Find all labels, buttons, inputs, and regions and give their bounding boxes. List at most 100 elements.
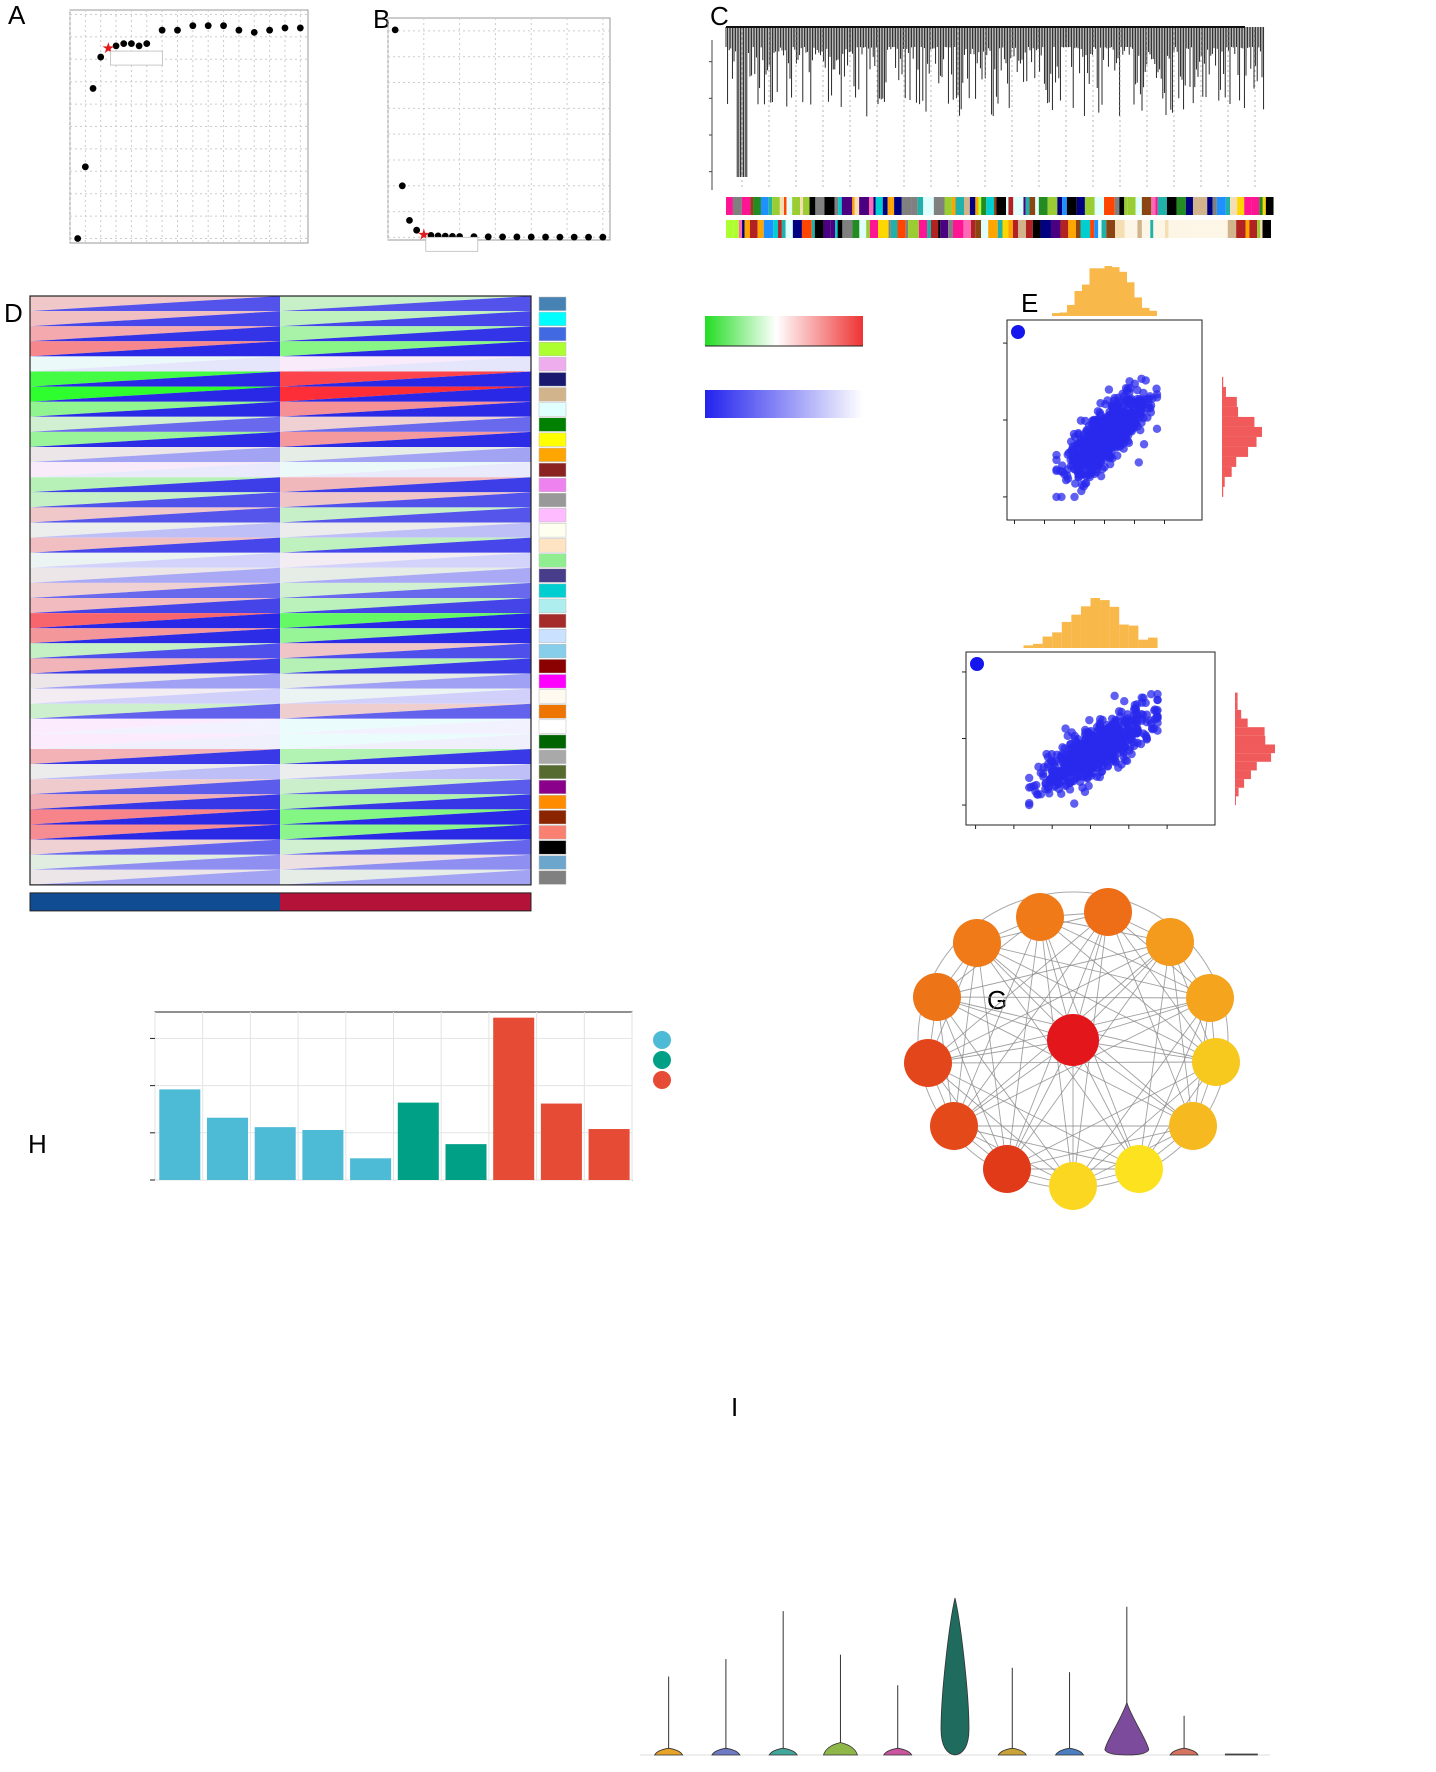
network-node	[1016, 893, 1064, 941]
color-bar-segment	[1234, 220, 1237, 238]
marginal-y-bar	[1235, 701, 1238, 710]
violin-shape	[997, 1747, 1027, 1756]
heatmap-cell-pvalue	[30, 416, 280, 432]
data-point	[1090, 445, 1099, 454]
module-color-swatch	[538, 462, 567, 477]
color-bar-segment	[830, 220, 836, 238]
bar	[206, 1117, 249, 1180]
heatmap-cell-correlation	[280, 311, 531, 327]
heatmap-cell-correlation	[280, 386, 531, 402]
data-point	[1130, 379, 1139, 389]
color-bar-segment	[894, 197, 902, 215]
violin-shape	[940, 1597, 970, 1756]
color-bar-segment	[908, 220, 919, 238]
color-bar-segment	[948, 220, 953, 238]
heatmap-cell-pvalue	[280, 431, 531, 447]
module-color-swatch	[538, 583, 567, 598]
module-color-swatch	[538, 764, 567, 779]
marginal-x-bar	[1090, 598, 1101, 648]
legend-marker	[653, 1051, 671, 1069]
data-point	[1085, 715, 1094, 725]
color-bar-segment	[882, 197, 888, 215]
data-point	[1066, 752, 1076, 762]
network-edge	[976, 942, 1008, 1170]
heatmap-cell-pvalue	[30, 598, 280, 614]
module-color-swatch	[538, 447, 567, 462]
data-point	[1110, 691, 1119, 701]
data-point	[1095, 408, 1105, 417]
data-point	[1125, 412, 1134, 421]
marginal-x-bar	[1061, 621, 1072, 648]
data-point	[97, 53, 105, 61]
violin-shape	[1054, 1747, 1085, 1756]
color-bar-segment	[1068, 220, 1076, 238]
marginal-x-bar	[1119, 624, 1129, 648]
data-point	[1152, 712, 1161, 722]
module-color-swatch	[538, 296, 567, 311]
marginal-x-bar	[1149, 310, 1157, 316]
marginal-x-bar	[1147, 637, 1158, 648]
color-bar-segment	[1104, 197, 1115, 215]
network-edge	[1169, 941, 1194, 1127]
color-bar-segment	[1023, 197, 1026, 215]
network-edge	[953, 916, 1041, 1127]
heatmap-cell-correlation	[280, 582, 531, 598]
color-bar-segment	[1106, 220, 1116, 238]
data-point	[1124, 398, 1133, 407]
data-point	[1111, 441, 1120, 451]
data-point	[1120, 697, 1129, 706]
module-color-swatch	[538, 311, 567, 326]
heatmap-cell-pvalue	[280, 462, 531, 478]
color-bar-segment	[981, 220, 989, 238]
color-bar-segment	[905, 220, 909, 238]
network-edge	[953, 1125, 1140, 1170]
marginal-y-bar	[1222, 386, 1226, 397]
data-point	[1142, 734, 1151, 743]
color-bar-segment	[918, 220, 928, 238]
color-bar-segment	[834, 197, 839, 215]
data-point	[1117, 422, 1126, 431]
highlight-label-box	[109, 50, 163, 66]
data-point	[1095, 772, 1104, 782]
module-color-swatch	[538, 734, 567, 749]
color-bar-segment	[1076, 197, 1085, 215]
color-bar-segment	[891, 197, 895, 215]
marginal-x-bar	[1033, 643, 1043, 648]
color-bar-segment	[1006, 197, 1009, 215]
module-color-swatch	[538, 840, 567, 855]
data-point	[1096, 458, 1105, 467]
data-point	[143, 40, 151, 48]
color-bar-segment	[1236, 220, 1246, 238]
bar	[350, 1158, 392, 1180]
data-point	[1079, 772, 1089, 781]
violin-shape	[883, 1747, 913, 1756]
chart-b: B ★	[373, 4, 611, 252]
heatmap-cell-correlation	[30, 386, 280, 402]
data-point	[1060, 772, 1069, 781]
highlight-label-box	[425, 236, 479, 252]
module-color-swatch	[538, 326, 567, 342]
data-point	[1077, 486, 1086, 496]
color-bar-segment	[963, 220, 972, 238]
color-bar-segment	[760, 197, 769, 215]
heatmap-cell-pvalue	[280, 688, 531, 704]
chart-c: C	[709, 1, 1274, 238]
network-edge	[953, 942, 978, 1127]
data-point	[1141, 376, 1150, 385]
color-bar-segment	[971, 220, 976, 238]
data-point	[1108, 418, 1118, 428]
marginal-y-bar	[1222, 376, 1224, 387]
marginal-x-bar	[1071, 614, 1081, 648]
network-edge	[927, 1062, 1140, 1170]
color-bar-segment	[741, 197, 751, 215]
data-point	[1113, 433, 1122, 443]
color-bar-segment	[1013, 197, 1024, 215]
data-point	[1058, 461, 1067, 470]
data-point	[1132, 397, 1142, 407]
legend-marker	[653, 1031, 671, 1049]
panel-letter-i: I	[731, 1392, 738, 1422]
heatmap-cell-correlation	[30, 718, 280, 734]
module-color-swatch	[538, 644, 567, 659]
color-bar-segment	[738, 220, 743, 238]
color-bar-segment	[1198, 197, 1208, 215]
